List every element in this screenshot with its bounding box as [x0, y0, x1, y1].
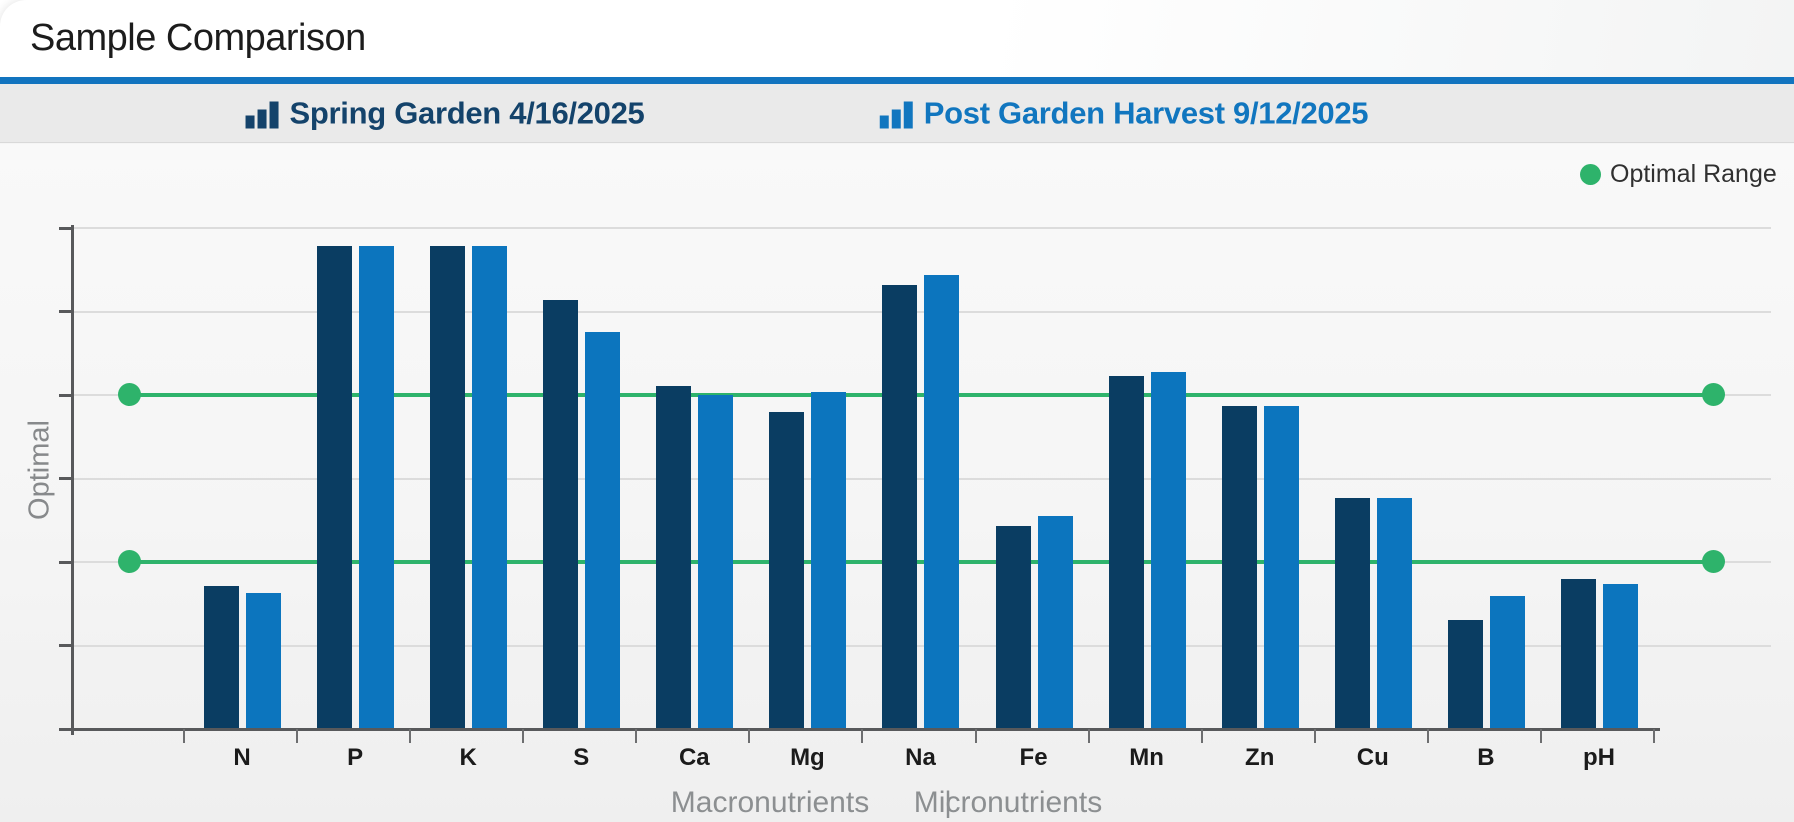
x-tick-label-pH: pH — [1582, 744, 1615, 771]
x-tick-label-K: K — [459, 744, 477, 771]
optimal-range-legend[interactable]: Optimal Range — [1580, 160, 1777, 189]
optimal-range-endpoint-icon — [117, 550, 141, 574]
bar-K-series1[interactable] — [472, 246, 508, 729]
series-legend-band: Spring Garden 4/16/2025 Post Garden Harv… — [0, 84, 1794, 143]
bar-B-series1[interactable] — [1489, 596, 1525, 729]
x-tick-label-N: N — [233, 744, 251, 771]
optimal-range-endpoint-icon — [1701, 383, 1725, 407]
legend-label-spring-garden: Spring Garden 4/16/2025 — [289, 95, 645, 131]
x-tick-label-B: B — [1477, 744, 1495, 771]
x-axis-tick — [1653, 729, 1656, 743]
y-axis-tick — [58, 226, 72, 230]
x-tick-label-S: S — [573, 744, 590, 771]
bar-S-series0[interactable] — [543, 300, 579, 729]
x-tick-label-Na: Na — [905, 744, 936, 771]
x-tick-label-Zn: Zn — [1245, 744, 1275, 771]
y-axis-tick — [58, 560, 72, 564]
header-accent-rule — [0, 77, 1794, 84]
x-axis-tick — [1313, 729, 1316, 743]
y-axis-tick — [58, 310, 72, 314]
y-axis-tick — [58, 393, 72, 397]
optimal-range-endpoint-icon — [117, 383, 141, 407]
x-axis-tick — [748, 729, 751, 743]
optimal-range-endpoint-icon — [1701, 550, 1725, 574]
card-header: Sample Comparison — [0, 0, 1794, 77]
gridline — [72, 227, 1771, 229]
group-separator: | — [944, 786, 952, 819]
bar-Mn-series0[interactable] — [1108, 376, 1144, 729]
legend-label-post-garden-harvest: Post Garden Harvest 9/12/2025 — [923, 95, 1369, 131]
bar-chart-icon — [245, 101, 279, 129]
x-tick-label-Ca: Ca — [678, 744, 710, 771]
y-axis-tick — [58, 477, 72, 481]
gridline — [72, 644, 1771, 647]
x-axis-tick — [522, 729, 525, 743]
x-tick-label-Cu: Cu — [1356, 744, 1389, 771]
y-axis-line — [70, 225, 74, 735]
legend-item-spring-garden[interactable]: Spring Garden 4/16/2025 — [245, 95, 645, 131]
optimal-range-dot-icon — [1580, 164, 1601, 185]
optimal-range-label: Optimal Range — [1610, 160, 1777, 188]
bar-K-series0[interactable] — [430, 246, 466, 729]
x-axis-tick — [409, 729, 412, 743]
bar-Na-series1[interactable] — [924, 275, 960, 729]
x-tick-label-P: P — [347, 744, 364, 771]
optimal-high-line — [129, 392, 1713, 397]
x-axis-line — [62, 727, 1660, 731]
micronutrients-label: Micronutrients — [913, 786, 1103, 819]
bar-Mn-series1[interactable] — [1150, 372, 1186, 729]
bar-S-series1[interactable] — [585, 332, 621, 729]
bar-Ca-series1[interactable] — [698, 394, 734, 729]
gridline — [72, 310, 1771, 313]
y-axis-tick — [58, 727, 72, 731]
bar-B-series0[interactable] — [1447, 620, 1483, 729]
y-axis-tick — [58, 644, 72, 648]
bar-chart-icon — [879, 101, 913, 129]
bar-Mg-series0[interactable] — [769, 412, 805, 729]
x-tick-label-Fe: Fe — [1019, 744, 1048, 771]
bar-Ca-series0[interactable] — [656, 386, 692, 729]
bar-N-series1[interactable] — [246, 592, 281, 729]
bar-Cu-series0[interactable] — [1334, 498, 1370, 729]
optimal-low-line — [129, 559, 1713, 564]
x-axis-tick — [183, 729, 185, 743]
bar-Fe-series1[interactable] — [1037, 515, 1073, 729]
bar-pH-series0[interactable] — [1560, 578, 1596, 729]
bar-P-series0[interactable] — [317, 246, 353, 729]
x-tick-label-Mn: Mn — [1129, 744, 1164, 771]
bar-Na-series0[interactable] — [882, 285, 918, 729]
bar-Cu-series1[interactable] — [1376, 498, 1412, 729]
x-axis-tick — [1426, 729, 1429, 743]
legend-item-post-garden-harvest[interactable]: Post Garden Harvest 9/12/2025 — [879, 95, 1369, 131]
bar-Zn-series1[interactable] — [1263, 406, 1299, 729]
bar-Zn-series0[interactable] — [1221, 406, 1257, 729]
page-title: Sample Comparison — [30, 17, 366, 59]
bar-N-series0[interactable] — [204, 586, 239, 729]
x-axis-tick — [296, 729, 299, 743]
x-axis-tick — [861, 729, 864, 743]
x-axis-tick — [1200, 729, 1203, 743]
bar-P-series1[interactable] — [359, 246, 395, 729]
x-axis-tick — [1087, 729, 1090, 743]
macronutrients-label: Macronutrients — [670, 786, 870, 819]
x-axis-tick — [974, 729, 977, 743]
y-axis-label: Optimal — [23, 420, 56, 520]
bar-Mg-series1[interactable] — [811, 392, 847, 729]
x-axis-tick — [635, 729, 638, 743]
bar-Fe-series0[interactable] — [995, 525, 1031, 729]
x-tick-label-Mg: Mg — [790, 744, 825, 771]
gridline — [72, 477, 1771, 480]
x-axis-tick — [1539, 729, 1542, 743]
bar-pH-series1[interactable] — [1602, 584, 1638, 729]
